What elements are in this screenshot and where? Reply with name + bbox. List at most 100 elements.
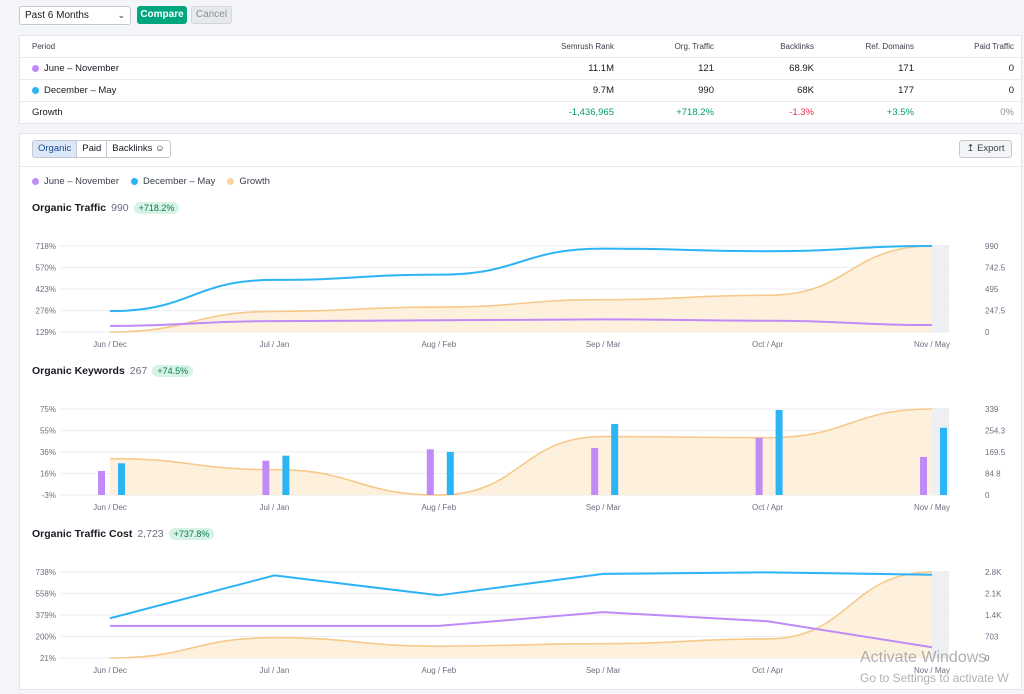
x-axis-tick: Aug / Feb (421, 666, 456, 675)
series-dot-icon (32, 87, 39, 94)
bar-june-november (98, 470, 105, 495)
change-badge: +737.8% (168, 528, 215, 540)
row-paid: 0 (1008, 85, 1014, 96)
header-rank: Semrush Rank (561, 42, 614, 51)
x-axis-tick: Nov / May (914, 503, 950, 512)
section-title-cost: Organic Traffic Cost 2,723 +737.8% (32, 528, 215, 540)
x-axis-tick: Nov / May (914, 666, 950, 675)
growth-area (110, 409, 932, 495)
change-badge: +718.2% (133, 202, 180, 214)
series-dot-icon (32, 178, 39, 185)
x-axis-tick: Sep / Mar (586, 503, 621, 512)
row-traffic: 990 (698, 85, 714, 96)
header-domains: Ref. Domains (865, 42, 914, 51)
section-title-keywords: Organic Keywords 267 +74.5% (32, 365, 194, 377)
comparison-table: Period Semrush Rank Org. Traffic Backlin… (19, 35, 1023, 124)
right-axis-tick: 703 (985, 633, 999, 642)
right-axis-tick: 990 (985, 242, 999, 251)
left-axis-tick: 570% (36, 264, 56, 273)
compare-button[interactable]: Compare (137, 6, 187, 24)
x-axis-tick: Aug / Feb (421, 503, 456, 512)
left-axis-tick: 55% (40, 427, 56, 436)
toolbar: Past 6 Months ⌄ Compare Cancel (0, 0, 1024, 34)
series-line-june-november (109, 318, 933, 327)
growth-paid: 0% (1000, 107, 1014, 118)
left-axis-tick: 558% (36, 590, 56, 599)
right-axis-tick: 495 (985, 285, 999, 294)
growth-line (109, 245, 933, 333)
left-axis-tick: 200% (36, 633, 56, 642)
row-domains: 177 (898, 85, 914, 96)
left-axis-tick: 75% (40, 405, 56, 414)
bar-june-november (920, 456, 927, 495)
left-axis-tick: 423% (36, 285, 56, 294)
change-badge: +74.5% (152, 365, 194, 377)
tab-organic[interactable]: Organic (33, 141, 78, 157)
period-select-value: Past 6 Months (25, 10, 89, 21)
tab-backlinks[interactable]: Backlinks ☺ (107, 141, 170, 157)
legend-item[interactable]: December – May (130, 176, 215, 187)
section-title-traffic: Organic Traffic 990 +718.2% (32, 202, 180, 214)
header-traffic: Org. Traffic (674, 42, 714, 51)
charts-card: Organic Paid Backlinks ☺ ↥ Export June –… (19, 133, 1023, 690)
table-row: December – May 9.7M 990 68K 177 0 (20, 80, 1023, 102)
hover-band (931, 571, 949, 658)
growth-row: Growth -1,436,965 +718.2% -1.3% +3.5% 0% (20, 102, 1023, 124)
right-axis-tick: 0 (985, 654, 990, 663)
chart-tabs: Organic Paid Backlinks ☺ (32, 140, 171, 158)
organic-traffic-chart: 718% 990 570% 742.5 423% 495 276% 247.5 129% 0 Jun… (36, 242, 1006, 349)
left-axis-tick: 21% (40, 654, 56, 663)
legend-item[interactable]: June – November (32, 176, 119, 187)
upload-icon: ↥ (966, 143, 975, 154)
activate-windows-hint: Go to Settings to activate W (860, 671, 1009, 685)
activate-windows-watermark: Activate Windows (860, 649, 987, 666)
row-period: June – November (32, 58, 119, 80)
smiley-icon: ☺ (155, 143, 165, 154)
row-backlinks: 68.9K (789, 63, 814, 74)
chart-legend: June – November December – May Growth (32, 176, 270, 187)
period-select[interactable]: Past 6 Months ⌄ (19, 6, 131, 25)
growth-line (109, 408, 933, 496)
divider (20, 166, 1023, 167)
right-axis-tick: 2.1K (985, 590, 1002, 599)
x-axis-tick: Jul / Jan (260, 340, 290, 349)
x-axis-tick: Nov / May (914, 340, 950, 349)
cancel-button[interactable]: Cancel (191, 6, 232, 24)
x-axis-tick: Jun / Dec (93, 340, 127, 349)
x-axis-tick: Oct / Apr (752, 340, 783, 349)
organic-keywords-chart: 75% 339 55% 254.3 36% 169.5 16% 84.8 -3% 0 Jun / D… (40, 405, 1006, 512)
export-button[interactable]: ↥ Export (959, 140, 1012, 158)
left-axis-tick: 276% (36, 307, 56, 316)
growth-traffic: +718.2% (676, 107, 714, 118)
series-line-june-november (110, 611, 933, 649)
tab-paid[interactable]: Paid (77, 141, 108, 157)
table-row: June – November 11.1M 121 68.9K 171 0 (20, 58, 1023, 80)
series-dot-icon (130, 178, 138, 185)
row-period: December – May (32, 80, 116, 102)
bar-december-may (446, 451, 454, 495)
growth-area (110, 246, 932, 332)
left-axis-tick: 16% (40, 470, 56, 479)
series-line-december-may (109, 571, 933, 620)
growth-rank: -1,436,965 (568, 107, 614, 118)
left-axis-tick: 129% (36, 328, 56, 337)
bar-december-may (775, 410, 783, 495)
legend-item[interactable]: Growth (227, 176, 270, 187)
x-axis-tick: Sep / Mar (586, 666, 621, 675)
series-dot-icon (32, 65, 39, 72)
x-axis-tick: Aug / Feb (421, 340, 456, 349)
right-axis-tick: 247.5 (985, 307, 1006, 316)
series-dot-icon (227, 178, 235, 185)
bar-june-november (426, 449, 434, 495)
x-axis-tick: Sep / Mar (586, 340, 621, 349)
right-axis-tick: 742.5 (985, 264, 1006, 273)
x-axis-tick: Jun / Dec (93, 503, 127, 512)
x-axis-tick: Oct / Apr (752, 666, 783, 675)
bar-december-may (118, 463, 125, 495)
left-axis-tick: 36% (40, 448, 56, 457)
row-domains: 171 (898, 63, 914, 74)
left-axis-tick: 718% (36, 242, 56, 251)
bar-december-may (611, 423, 619, 495)
chevron-down-icon: ⌄ (117, 10, 125, 20)
series-line-december-may (109, 245, 933, 313)
